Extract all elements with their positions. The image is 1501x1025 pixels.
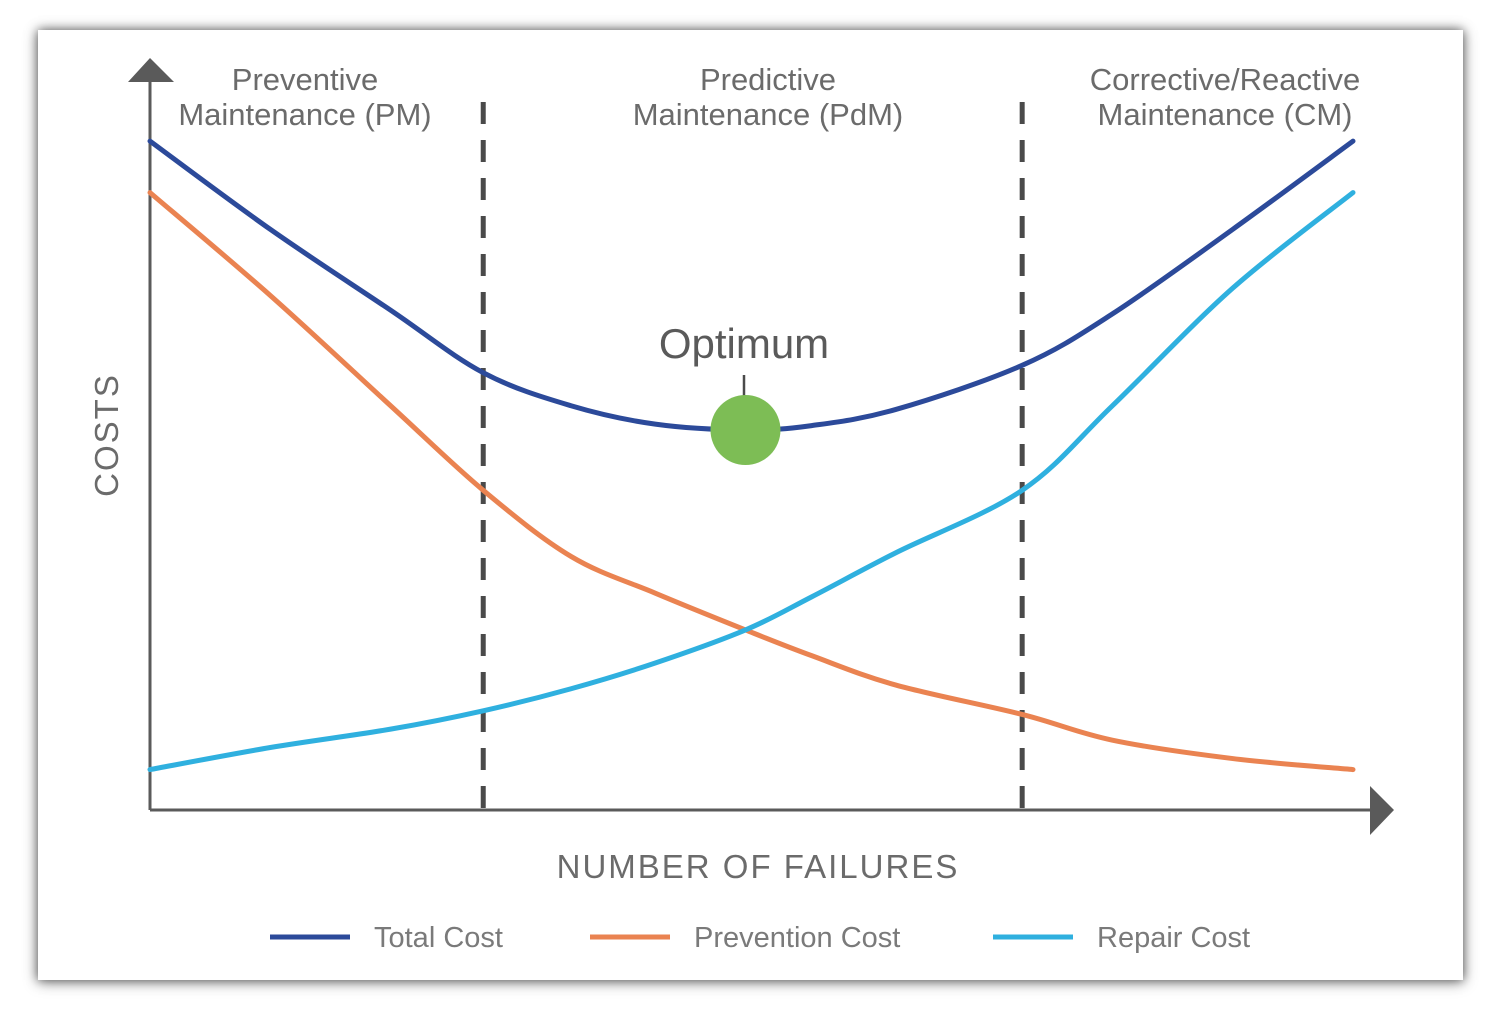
legend-item-total-cost: Total Cost: [270, 922, 503, 954]
region-pdm-title-line1: Predictive: [700, 62, 836, 97]
region-cm-title-line1: Corrective/Reactive: [1090, 62, 1360, 97]
y-axis-label: COSTS: [88, 373, 125, 497]
x-axis-label: NUMBER OF FAILURES: [557, 848, 960, 885]
x-axis-arrow-icon: [1370, 786, 1394, 835]
y-axis-arrow-icon: [128, 58, 174, 82]
region-titles: Preventive Maintenance (PM) Predictive M…: [178, 62, 1360, 132]
optimum-label: Optimum: [659, 320, 829, 367]
region-pm-title-line1: Preventive: [232, 62, 378, 97]
legend-item-repair-cost: Repair Cost: [993, 922, 1250, 954]
chart-card: Preventive Maintenance (PM) Predictive M…: [38, 30, 1463, 980]
region-pdm-title-line2: Maintenance (PdM): [633, 97, 904, 132]
series-line-total-cost: [147, 138, 1356, 433]
series-line-repair-cost: [147, 190, 1356, 773]
optimum-annotation: Optimum: [659, 320, 829, 466]
region-pm-title-line2: Maintenance (PM): [178, 97, 431, 132]
legend-label: Repair Cost: [1097, 922, 1250, 954]
series-line-prevention-cost: [147, 190, 1356, 773]
legend: Total Cost Prevention Cost Repair Cost: [270, 922, 1250, 954]
optimum-marker: [710, 395, 781, 466]
legend-label: Prevention Cost: [694, 922, 900, 954]
cost-chart: Preventive Maintenance (PM) Predictive M…: [88, 58, 1394, 954]
region-cm-title-line2: Maintenance (CM): [1098, 97, 1353, 132]
legend-label: Total Cost: [374, 922, 503, 954]
axes: [128, 58, 1394, 835]
region-dividers: [480, 102, 1025, 810]
legend-item-prevention-cost: Prevention Cost: [590, 922, 900, 954]
